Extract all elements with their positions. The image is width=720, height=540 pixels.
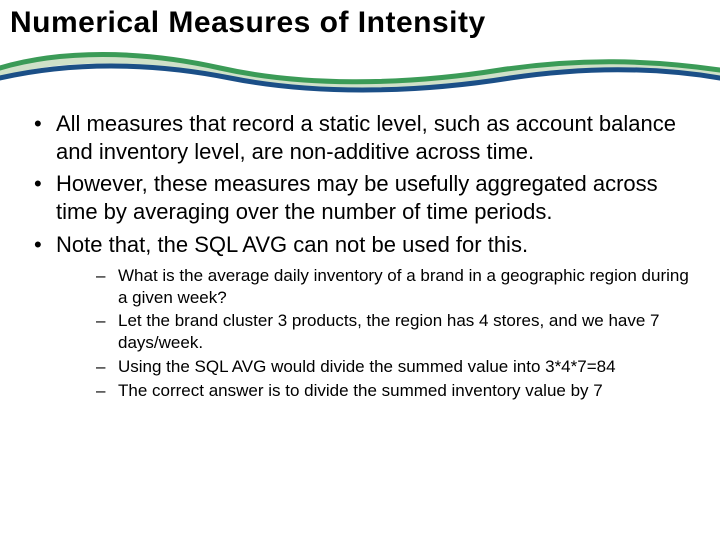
- sub-bullet-item: The correct answer is to divide the summ…: [96, 380, 690, 402]
- slide: Numerical Measures of Intensity All meas…: [0, 0, 720, 540]
- sub-bullet-text: Using the SQL AVG would divide the summe…: [118, 357, 616, 376]
- sub-bullet-list: What is the average daily inventory of a…: [56, 265, 690, 402]
- bullet-item: Note that, the SQL AVG can not be used f…: [30, 231, 690, 402]
- slide-title: Numerical Measures of Intensity: [10, 6, 486, 40]
- bullet-text: However, these measures may be usefully …: [56, 171, 658, 224]
- swoosh-divider: [0, 44, 720, 104]
- sub-bullet-text: The correct answer is to divide the summ…: [118, 381, 603, 400]
- sub-bullet-text: Let the brand cluster 3 products, the re…: [118, 311, 660, 352]
- bullet-item: All measures that record a static level,…: [30, 110, 690, 166]
- sub-bullet-text: What is the average daily inventory of a…: [118, 266, 689, 307]
- sub-bullet-item: Let the brand cluster 3 products, the re…: [96, 310, 690, 354]
- sub-bullet-item: Using the SQL AVG would divide the summe…: [96, 356, 690, 378]
- sub-bullet-item: What is the average daily inventory of a…: [96, 265, 690, 309]
- bullet-text: All measures that record a static level,…: [56, 111, 676, 164]
- bullet-item: However, these measures may be usefully …: [30, 170, 690, 226]
- content-area: All measures that record a static level,…: [30, 110, 690, 405]
- bullet-text: Note that, the SQL AVG can not be used f…: [56, 232, 528, 257]
- bullet-list: All measures that record a static level,…: [30, 110, 690, 401]
